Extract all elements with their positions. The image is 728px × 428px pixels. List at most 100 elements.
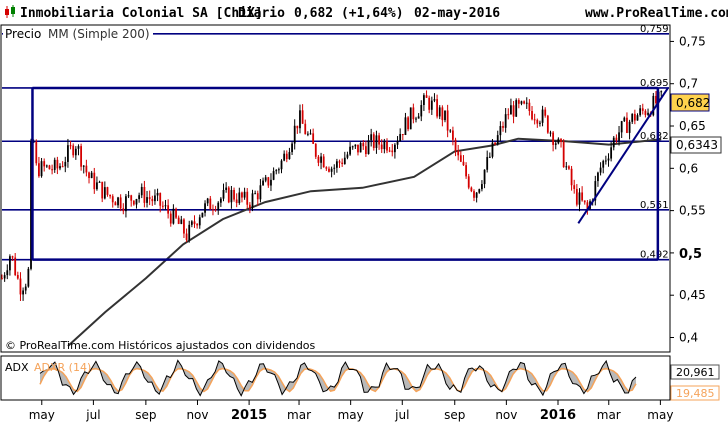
x-tick-label: nov bbox=[495, 408, 517, 422]
candle-body bbox=[452, 130, 454, 140]
support-trendline bbox=[577, 87, 669, 224]
candle-body bbox=[454, 139, 457, 151]
candle-body bbox=[570, 168, 573, 186]
x-tick-label: nov bbox=[186, 408, 208, 422]
chart-header: Inmobiliaria Colonial SA [ChiX] Diario 0… bbox=[0, 0, 728, 22]
candle-body bbox=[267, 177, 270, 186]
candle-body bbox=[296, 125, 299, 129]
candle-body bbox=[132, 200, 135, 205]
candle-body bbox=[193, 221, 196, 225]
candle-body bbox=[262, 180, 264, 186]
candle-body bbox=[306, 133, 309, 135]
candle-body bbox=[420, 104, 423, 117]
candle-body bbox=[80, 146, 83, 167]
candle-body bbox=[560, 138, 562, 142]
candle-body bbox=[575, 188, 578, 205]
candle-body bbox=[459, 155, 462, 162]
candle-body bbox=[351, 146, 354, 148]
legend-ma: MM (Simple 200) bbox=[48, 27, 150, 41]
candle-body bbox=[74, 148, 77, 156]
candle-body bbox=[90, 172, 93, 179]
candle-body bbox=[333, 167, 336, 169]
adxr-value-label: 19,485 bbox=[676, 387, 715, 400]
candle-body bbox=[119, 197, 122, 209]
candle-body bbox=[602, 160, 605, 168]
candle-body bbox=[528, 102, 531, 111]
candle-body bbox=[631, 113, 634, 122]
candle-body bbox=[256, 193, 259, 200]
candle-body bbox=[618, 132, 620, 141]
candle-body bbox=[610, 147, 613, 159]
candle-body bbox=[597, 172, 599, 182]
candle-body bbox=[9, 256, 11, 271]
candle-body bbox=[238, 192, 241, 203]
candle-body bbox=[399, 134, 402, 141]
x-tick-label: may bbox=[29, 408, 55, 422]
candle-body bbox=[67, 145, 69, 162]
candle-body bbox=[177, 217, 180, 224]
candle-body bbox=[549, 132, 552, 134]
candle-body bbox=[401, 134, 404, 136]
candle-body bbox=[415, 118, 417, 120]
candle-body bbox=[496, 135, 499, 145]
candle-body bbox=[312, 133, 315, 144]
candle-body bbox=[214, 209, 217, 211]
candle-body bbox=[146, 197, 148, 203]
chart-period: Diario bbox=[238, 6, 285, 21]
candle-body bbox=[51, 169, 54, 171]
candle-body bbox=[212, 209, 214, 211]
x-tick-label: mar bbox=[287, 408, 311, 422]
candle-body bbox=[148, 197, 151, 200]
candle-body bbox=[317, 156, 320, 163]
candle-body bbox=[507, 114, 510, 116]
candle-body bbox=[343, 157, 346, 165]
ma-value-box bbox=[670, 136, 722, 154]
site-link[interactable]: www.ProRealTime.com bbox=[585, 6, 728, 21]
candle-body bbox=[412, 107, 415, 120]
candle-body bbox=[499, 126, 502, 136]
candle-body bbox=[264, 177, 267, 181]
candle-body bbox=[248, 204, 251, 208]
candle-body bbox=[98, 181, 101, 183]
candle-body bbox=[346, 154, 349, 158]
candle-body bbox=[325, 167, 328, 169]
candle-body bbox=[655, 95, 657, 104]
moving-average bbox=[67, 137, 662, 347]
candle-body bbox=[161, 205, 164, 207]
candle-body bbox=[254, 193, 257, 195]
candle-body bbox=[309, 133, 312, 135]
candle-body bbox=[96, 182, 98, 190]
adx-value-box bbox=[670, 364, 720, 380]
candle-body bbox=[38, 163, 40, 177]
candle-body bbox=[444, 110, 446, 121]
candle-body bbox=[48, 165, 51, 170]
candle-body bbox=[151, 199, 154, 202]
candle-body bbox=[335, 161, 338, 168]
candle-body bbox=[56, 159, 59, 169]
candle-body bbox=[230, 189, 233, 203]
candle-body bbox=[354, 144, 357, 147]
candle-body bbox=[562, 141, 565, 168]
candle-body bbox=[201, 212, 204, 218]
candle-body bbox=[259, 185, 262, 200]
candle-body bbox=[127, 195, 130, 197]
candle-body bbox=[467, 176, 470, 188]
candles bbox=[1, 88, 663, 301]
candle-body bbox=[217, 202, 220, 210]
candle-body bbox=[546, 115, 549, 133]
candle-body bbox=[573, 185, 576, 189]
candle-body bbox=[586, 202, 589, 209]
chart-date: 02-may-2016 bbox=[414, 6, 501, 21]
x-axis: may jul sep nov 2015 mar may jul sep nov 2016 mar ma… bbox=[29, 400, 673, 423]
candle-body bbox=[660, 91, 663, 93]
candle-body bbox=[446, 110, 449, 131]
candle-body bbox=[27, 268, 30, 287]
x-tick-label: sep bbox=[135, 408, 156, 422]
candle-body bbox=[552, 132, 555, 145]
candle-body bbox=[372, 134, 375, 148]
candle-body bbox=[510, 105, 512, 115]
candle-body bbox=[491, 142, 494, 157]
candle-body bbox=[607, 158, 610, 161]
candle-body bbox=[523, 101, 526, 104]
